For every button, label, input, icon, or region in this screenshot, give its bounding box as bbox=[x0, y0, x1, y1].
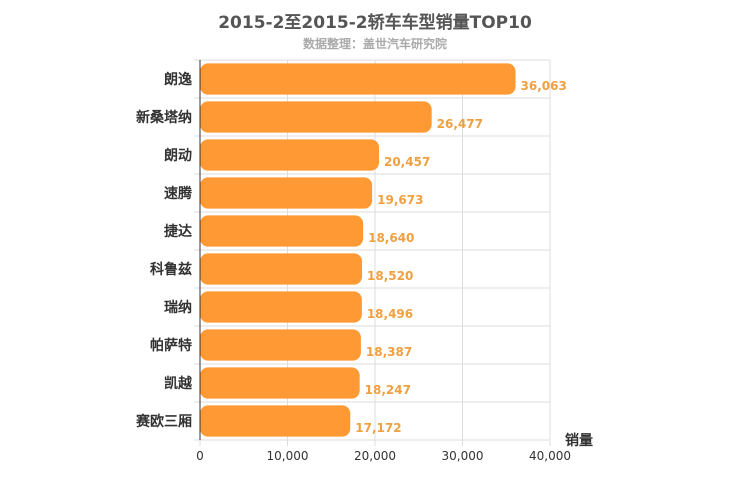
value-label: 17,172 bbox=[355, 421, 401, 435]
chart-subtitle: 数据整理：盖世汽车研究院 bbox=[302, 37, 447, 51]
x-axis-label: 销量 bbox=[565, 432, 593, 449]
value-label: 18,387 bbox=[366, 345, 412, 359]
x-tick-label: 30,000 bbox=[442, 449, 484, 463]
bar-8 bbox=[200, 329, 361, 361]
category-label: 朗逸 bbox=[164, 71, 192, 88]
bar-1 bbox=[200, 63, 516, 95]
value-label: 18,640 bbox=[368, 231, 414, 245]
value-label: 26,477 bbox=[437, 117, 483, 131]
value-label: 19,673 bbox=[377, 193, 423, 207]
bar-7 bbox=[200, 291, 362, 323]
bar-4 bbox=[200, 177, 373, 209]
bar-6 bbox=[200, 253, 363, 285]
value-label: 18,496 bbox=[367, 307, 413, 321]
category-label: 朗动 bbox=[164, 147, 192, 164]
bar-5 bbox=[200, 215, 364, 247]
category-label: 凯越 bbox=[164, 375, 193, 392]
category-label: 新桑塔纳 bbox=[136, 109, 192, 126]
category-label: 速腾 bbox=[164, 185, 193, 202]
category-label: 帕萨特 bbox=[150, 337, 192, 354]
category-label: 捷达 bbox=[164, 223, 192, 240]
value-label: 18,247 bbox=[365, 383, 411, 397]
bar-3 bbox=[200, 139, 379, 171]
category-label: 赛欧三厢 bbox=[135, 413, 192, 430]
x-tick-labels: 0 10,000 20,000 30,000 40,000 bbox=[196, 449, 571, 463]
chart-title: 2015-2至2015-2轿车车型销量TOP10 bbox=[218, 13, 532, 33]
value-label: 36,063 bbox=[521, 79, 567, 93]
category-label: 科鲁兹 bbox=[150, 261, 192, 278]
value-label: 18,520 bbox=[367, 269, 413, 283]
value-labels: 36,063 26,477 20,457 19,673 18,640 18,520 18,4… bbox=[355, 79, 567, 435]
x-tick-label: 0 bbox=[196, 449, 204, 463]
x-tick-label: 40,000 bbox=[529, 449, 571, 463]
bars bbox=[200, 63, 516, 437]
category-label: 瑞纳 bbox=[164, 299, 192, 316]
bar-9 bbox=[200, 367, 360, 399]
x-tick-label: 20,000 bbox=[354, 449, 396, 463]
value-label: 20,457 bbox=[384, 155, 430, 169]
bar-10 bbox=[200, 405, 351, 437]
bar-2 bbox=[200, 101, 432, 133]
x-tick-label: 10,000 bbox=[267, 449, 309, 463]
